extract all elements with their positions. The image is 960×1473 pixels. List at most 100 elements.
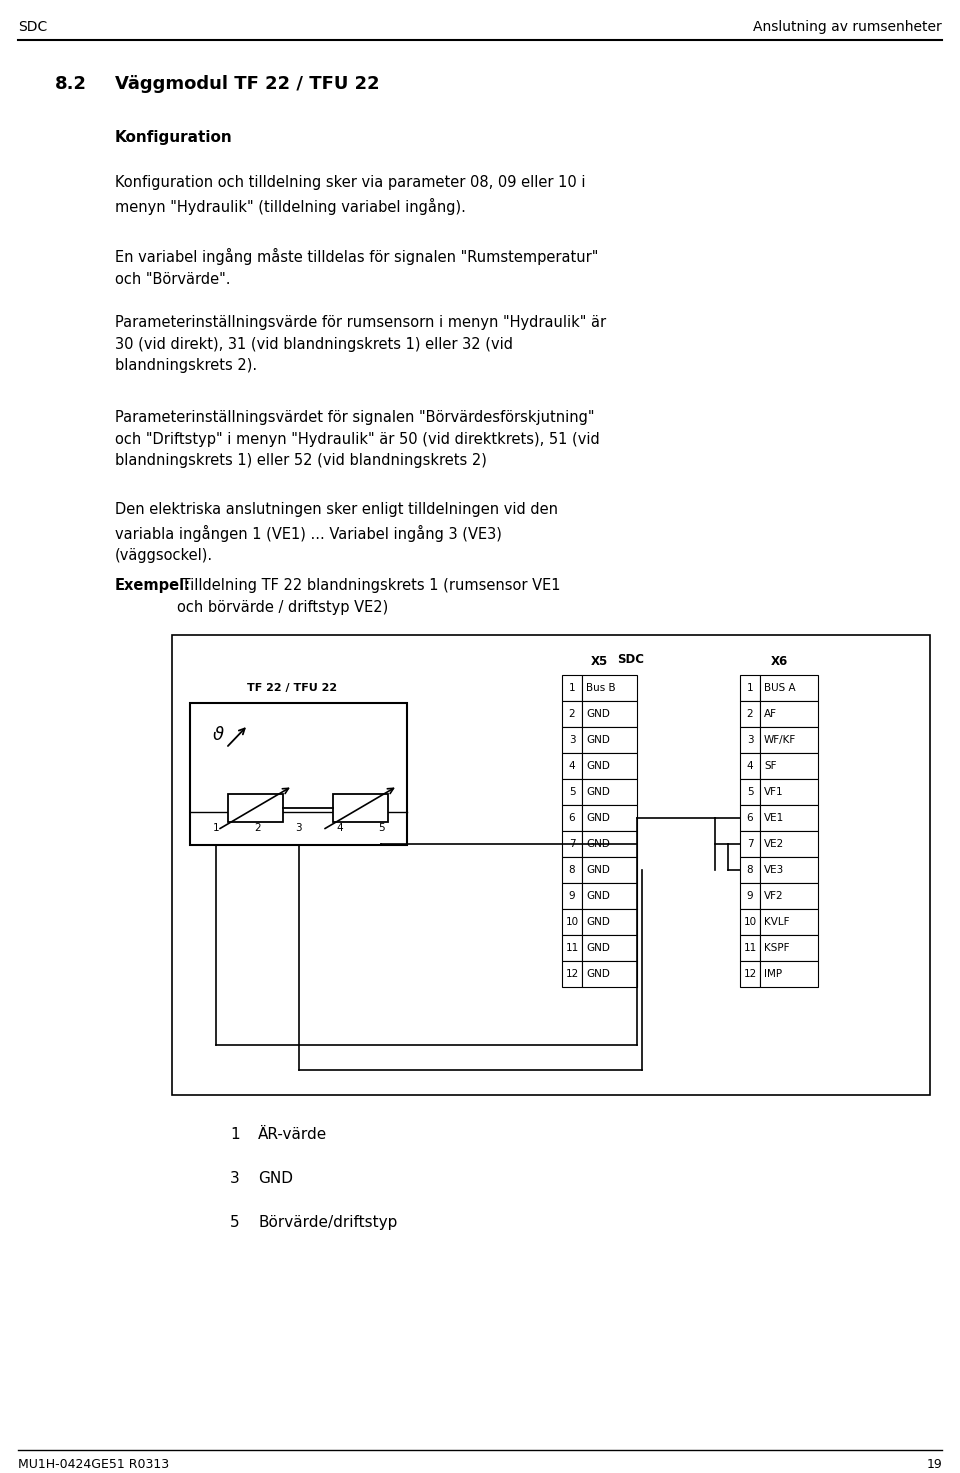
Bar — [740, 701, 760, 728]
Text: BUS A: BUS A — [764, 683, 796, 692]
Text: MU1H-0424GE51 R0313: MU1H-0424GE51 R0313 — [18, 1458, 169, 1472]
Bar — [740, 779, 760, 806]
Text: Den elektriska anslutningen sker enligt tilldelningen vid den
variabla ingången : Den elektriska anslutningen sker enligt … — [115, 502, 558, 563]
Bar — [582, 675, 637, 701]
Text: 19: 19 — [926, 1458, 942, 1472]
Text: 5: 5 — [378, 823, 385, 834]
Bar — [760, 909, 818, 935]
Text: VE2: VE2 — [764, 840, 784, 848]
Text: KSPF: KSPF — [764, 943, 789, 953]
Bar — [228, 794, 282, 822]
Text: 3: 3 — [568, 735, 575, 745]
Text: 7: 7 — [568, 840, 575, 848]
Text: 8: 8 — [568, 865, 575, 875]
Text: 8.2: 8.2 — [55, 75, 87, 93]
Text: 10: 10 — [565, 918, 579, 927]
Text: Konfiguration och tilldelning sker via parameter 08, 09 eller 10 i
menyn "Hydrau: Konfiguration och tilldelning sker via p… — [115, 175, 586, 215]
Text: Bus B: Bus B — [586, 683, 615, 692]
Bar — [760, 960, 818, 987]
Text: 6: 6 — [568, 813, 575, 823]
Text: 3: 3 — [747, 735, 754, 745]
Bar — [760, 831, 818, 857]
Text: 6: 6 — [747, 813, 754, 823]
Bar — [740, 806, 760, 831]
Bar — [562, 675, 582, 701]
Text: VE1: VE1 — [764, 813, 784, 823]
Text: VE3: VE3 — [764, 865, 784, 875]
Bar — [562, 935, 582, 960]
Bar — [740, 831, 760, 857]
Text: TF 22 / TFU 22: TF 22 / TFU 22 — [247, 683, 337, 692]
Bar — [582, 857, 637, 882]
Bar — [582, 935, 637, 960]
Bar — [562, 857, 582, 882]
Text: 3: 3 — [230, 1171, 240, 1186]
Bar — [562, 882, 582, 909]
Text: VF2: VF2 — [764, 891, 783, 901]
Text: 5: 5 — [568, 787, 575, 797]
Bar — [760, 882, 818, 909]
Text: 8: 8 — [747, 865, 754, 875]
Bar — [332, 794, 388, 822]
Bar — [582, 909, 637, 935]
Bar — [740, 935, 760, 960]
Text: GND: GND — [258, 1171, 293, 1186]
Bar — [760, 779, 818, 806]
Text: GND: GND — [586, 762, 610, 770]
Text: 9: 9 — [568, 891, 575, 901]
Text: 11: 11 — [743, 943, 756, 953]
Text: 12: 12 — [743, 969, 756, 980]
Text: GND: GND — [586, 918, 610, 927]
Text: 3: 3 — [295, 823, 301, 834]
Text: GND: GND — [586, 943, 610, 953]
Text: GND: GND — [586, 813, 610, 823]
Text: Väggmodul TF 22 / TFU 22: Väggmodul TF 22 / TFU 22 — [115, 75, 379, 93]
Bar — [760, 753, 818, 779]
Bar — [740, 960, 760, 987]
Text: 9: 9 — [747, 891, 754, 901]
Bar — [562, 779, 582, 806]
Text: $\vartheta$: $\vartheta$ — [211, 726, 225, 744]
Bar — [562, 831, 582, 857]
Text: KVLF: KVLF — [764, 918, 789, 927]
Text: 7: 7 — [747, 840, 754, 848]
Bar — [760, 857, 818, 882]
Bar — [562, 728, 582, 753]
Bar — [172, 635, 930, 1094]
Text: GND: GND — [586, 709, 610, 719]
Text: GND: GND — [586, 787, 610, 797]
Bar — [562, 753, 582, 779]
Text: SDC: SDC — [18, 21, 47, 34]
Bar — [562, 960, 582, 987]
Bar — [740, 857, 760, 882]
Text: Parameterinställningsvärde för rumsensorn i menyn "Hydraulik" är
30 (vid direkt): Parameterinställningsvärde för rumsensor… — [115, 315, 606, 373]
Text: Konfiguration: Konfiguration — [115, 130, 232, 144]
Bar — [562, 909, 582, 935]
Text: 1: 1 — [568, 683, 575, 692]
Bar — [760, 675, 818, 701]
Bar — [740, 675, 760, 701]
Bar — [562, 701, 582, 728]
Text: Börvärde/driftstyp: Börvärde/driftstyp — [258, 1215, 397, 1230]
Text: 1: 1 — [212, 823, 219, 834]
Text: Anslutning av rumsenheter: Anslutning av rumsenheter — [754, 21, 942, 34]
Text: Exempel:: Exempel: — [115, 577, 191, 594]
Text: SF: SF — [764, 762, 777, 770]
Bar — [760, 728, 818, 753]
Text: X6: X6 — [770, 655, 787, 667]
Bar — [562, 806, 582, 831]
Bar — [190, 703, 407, 846]
Bar — [582, 806, 637, 831]
Bar — [740, 909, 760, 935]
Bar — [740, 728, 760, 753]
Bar — [582, 728, 637, 753]
Text: SDC: SDC — [617, 653, 644, 666]
Text: GND: GND — [586, 865, 610, 875]
Text: 5: 5 — [230, 1215, 240, 1230]
Text: 2: 2 — [747, 709, 754, 719]
Text: 2: 2 — [568, 709, 575, 719]
Text: IMP: IMP — [764, 969, 782, 980]
Text: 4: 4 — [337, 823, 344, 834]
Text: 4: 4 — [568, 762, 575, 770]
Text: VF1: VF1 — [764, 787, 783, 797]
